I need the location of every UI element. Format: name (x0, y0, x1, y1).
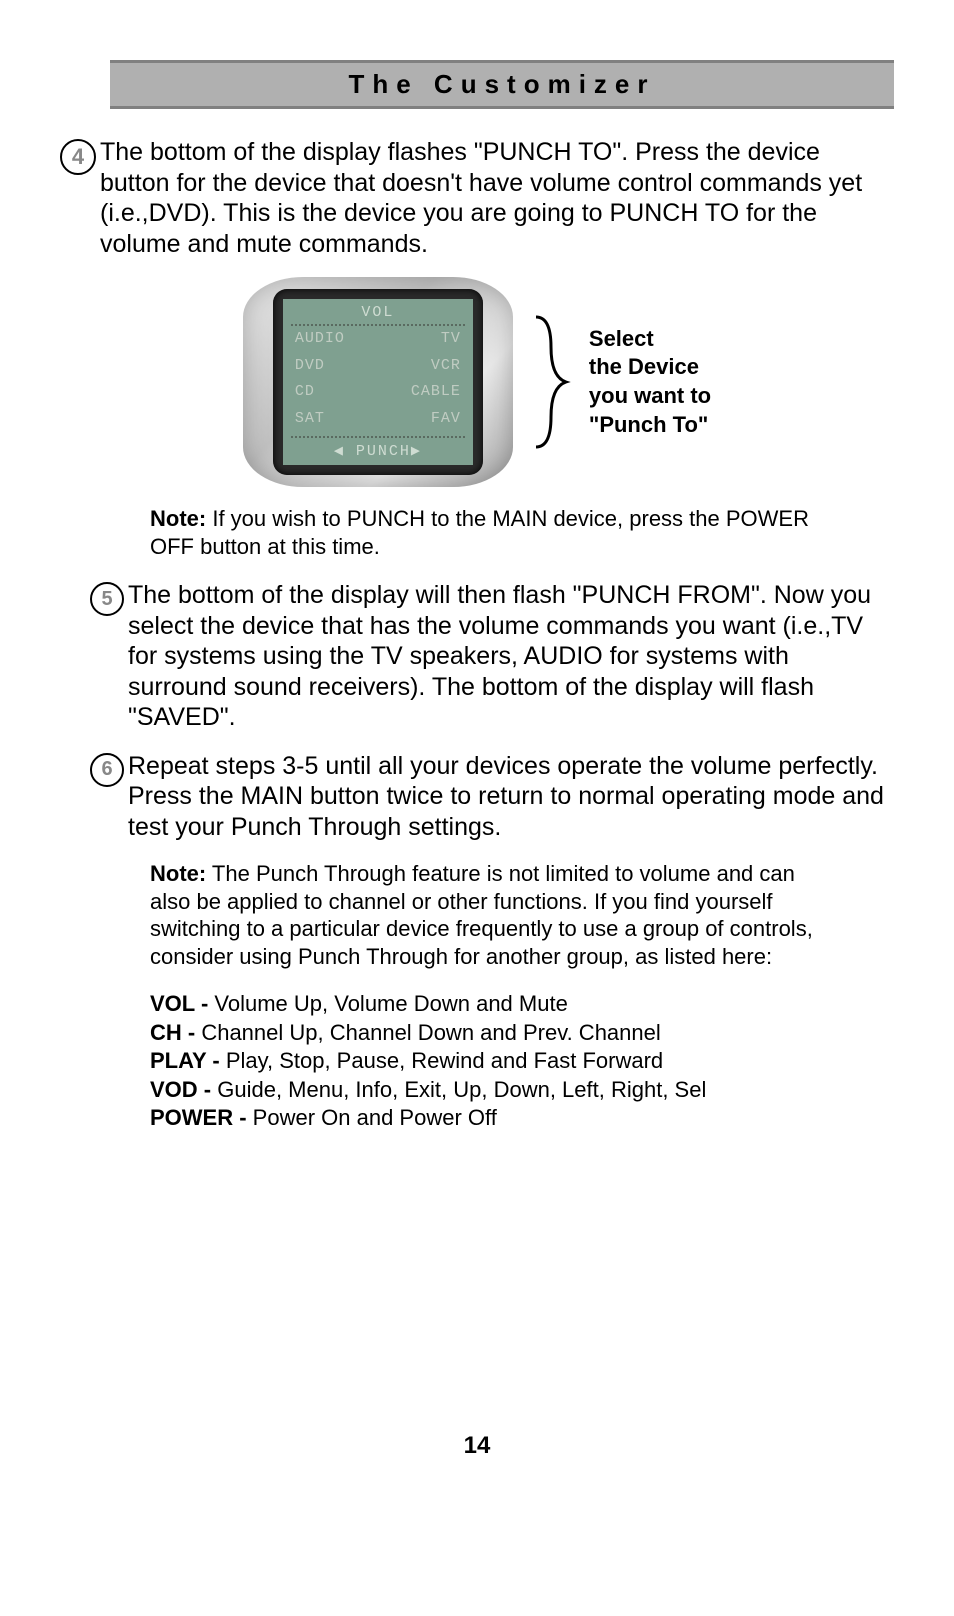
group-code: PLAY - (150, 1048, 226, 1073)
step-5-text: The bottom of the display will then flas… (128, 580, 894, 733)
step-5: 5 The bottom of the display will then fl… (90, 580, 894, 733)
step-6-badge: 6 (90, 753, 124, 787)
section-header-bar: The Customizer (110, 60, 894, 109)
groups-list: VOL - Volume Up, Volume Down and Mute CH… (150, 990, 874, 1132)
screen-item: VCR (380, 357, 461, 380)
note-2: Note: The Punch Through feature is not l… (150, 860, 834, 970)
screen-item: FAV (380, 410, 461, 433)
remote-illustration: VOL AUDIO TV DVD VCR CD CABLE SAT FAV ◀ … (243, 277, 513, 487)
screen-item: AUDIO (295, 330, 376, 353)
device-figure: VOL AUDIO TV DVD VCR CD CABLE SAT FAV ◀ … (60, 277, 894, 487)
screen-item: SAT (295, 410, 376, 433)
group-code: CH - (150, 1020, 201, 1045)
group-line: VOD - Guide, Menu, Info, Exit, Up, Down,… (150, 1076, 874, 1104)
screen-bottom-label: ◀ PUNCH▶ (291, 441, 465, 460)
group-line: VOL - Volume Up, Volume Down and Mute (150, 990, 874, 1018)
screen-item: CABLE (380, 383, 461, 406)
group-desc: Volume Up, Volume Down and Mute (214, 991, 567, 1016)
screen-item: CD (295, 383, 376, 406)
step-4-badge: 4 (60, 139, 96, 175)
screen-separator (291, 324, 465, 326)
note-1: Note: If you wish to PUNCH to the MAIN d… (150, 505, 834, 560)
group-desc: Power On and Power Off (253, 1105, 497, 1130)
step-4: 4 The bottom of the display flashes "PUN… (60, 137, 894, 259)
note-text: The Punch Through feature is not limited… (150, 861, 813, 969)
group-line: PLAY - Play, Stop, Pause, Rewind and Fas… (150, 1047, 874, 1075)
screen-top-label: VOL (291, 304, 465, 321)
step-6: 6 Repeat steps 3-5 until all your device… (90, 751, 894, 843)
screen-separator (291, 436, 465, 438)
screen-grid: AUDIO TV DVD VCR CD CABLE SAT FAV (291, 328, 465, 434)
group-line: CH - Channel Up, Channel Down and Prev. … (150, 1019, 874, 1047)
device-caption: Select the Device you want to "Punch To" (589, 325, 711, 439)
group-code: VOD - (150, 1077, 217, 1102)
caption-line: you want to (589, 382, 711, 411)
brace-icon (531, 312, 571, 452)
page-number: 14 (60, 1432, 894, 1460)
group-desc: Channel Up, Channel Down and Prev. Chann… (201, 1020, 660, 1045)
step-6-text: Repeat steps 3-5 until all your devices … (128, 751, 894, 843)
caption-line: Select (589, 325, 711, 354)
remote-screen: VOL AUDIO TV DVD VCR CD CABLE SAT FAV ◀ … (283, 299, 473, 465)
page: The Customizer 4 The bottom of the displ… (0, 0, 954, 1500)
group-line: POWER - Power On and Power Off (150, 1104, 874, 1132)
step-5-badge: 5 (90, 582, 124, 616)
group-desc: Guide, Menu, Info, Exit, Up, Down, Left,… (217, 1077, 706, 1102)
screen-item: DVD (295, 357, 376, 380)
note-text: If you wish to PUNCH to the MAIN device,… (150, 506, 809, 559)
note-label: Note: (150, 506, 206, 531)
step-4-text: The bottom of the display flashes "PUNCH… (100, 137, 894, 259)
caption-line: the Device (589, 353, 711, 382)
note-label: Note: (150, 861, 206, 886)
group-desc: Play, Stop, Pause, Rewind and Fast Forwa… (226, 1048, 663, 1073)
screen-item: TV (380, 330, 461, 353)
section-title: The Customizer (110, 69, 894, 100)
group-code: VOL - (150, 991, 214, 1016)
caption-line: "Punch To" (589, 411, 711, 440)
group-code: POWER - (150, 1105, 253, 1130)
